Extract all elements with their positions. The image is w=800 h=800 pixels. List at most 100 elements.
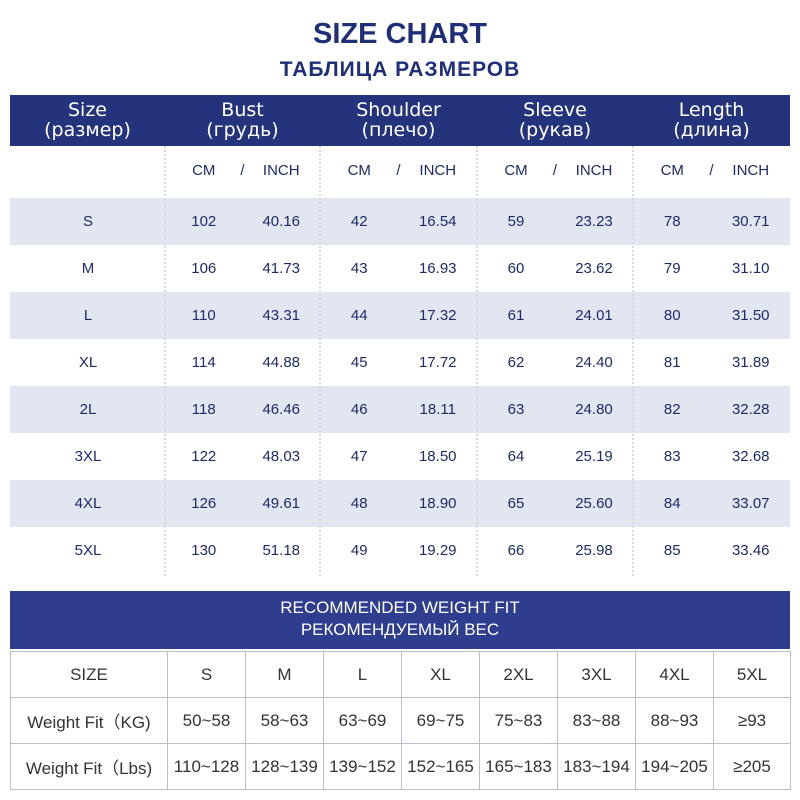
measurement: 122	[191, 448, 217, 465]
weight-cell: 110~128	[167, 743, 246, 790]
measurement: 48.03	[262, 448, 301, 465]
measurement: 33.46	[731, 542, 770, 559]
header-en: Size	[67, 99, 107, 121]
weight-header: RECOMMENDED WEIGHT FIT РЕКОМЕНДУЕМЫЙ ВЕС	[10, 591, 790, 649]
column-header: Length (длина)	[633, 100, 790, 140]
measurement: 48	[350, 495, 368, 512]
unit-label: INCH	[419, 162, 457, 179]
unit-label: INCH	[262, 162, 300, 179]
measurement: 47	[350, 448, 368, 465]
weight-cell: 3XL	[557, 651, 636, 698]
measurement: 32.28	[731, 401, 770, 418]
measurement: 84	[663, 495, 681, 512]
header-band	[10, 95, 790, 146]
weight-subtitle: РЕКОМЕНДУЕМЫЙ ВЕС	[300, 620, 500, 639]
subtitle: ТАБЛИЦА РАЗМЕРОВ	[279, 58, 521, 81]
unit-label: /	[240, 162, 245, 179]
measurement: 24.01	[575, 307, 613, 324]
weight-row-label: Weight Fit（KG)	[10, 697, 168, 744]
title: SIZE CHART	[313, 18, 487, 50]
header-ru: (размер)	[44, 119, 131, 141]
column-header: Shoulder (плечо)	[320, 100, 477, 140]
header-en: Bust	[221, 99, 264, 121]
measurement: 118	[191, 401, 216, 418]
unit-label: /	[552, 162, 558, 179]
measurement: 18.90	[418, 495, 457, 512]
measurement: 42	[350, 213, 368, 230]
column-separator	[476, 146, 478, 576]
weight-cell: S	[167, 651, 246, 698]
weight-cell: 5XL	[713, 651, 791, 698]
size-label: M	[81, 260, 95, 277]
unit-label: /	[709, 162, 714, 179]
unit-label: /	[396, 162, 401, 179]
column-separator	[164, 146, 166, 576]
measurement: 31.89	[731, 354, 770, 371]
measurement: 40.16	[262, 213, 301, 230]
measurement: 16.54	[418, 213, 457, 230]
unit-label: INCH	[575, 162, 613, 179]
measurement: 17.72	[418, 354, 457, 371]
column-header: Bust (грудь)	[165, 100, 320, 140]
column-separator	[632, 146, 634, 576]
weight-cell: ≥205	[713, 743, 791, 790]
header-ru: (грудь)	[206, 119, 279, 141]
measurement: 51.18	[262, 542, 301, 559]
measurement: 41.73	[262, 260, 301, 277]
weight-cell: 63~69	[323, 697, 402, 744]
column-header: Sleeve (рукав)	[477, 100, 633, 140]
measurement: 65	[507, 495, 525, 512]
header-ru: (длина)	[673, 119, 750, 141]
measurement: 24.80	[575, 401, 613, 418]
measurement: 78	[663, 213, 681, 230]
measurement: 44.88	[262, 354, 301, 371]
measurement: 110	[191, 307, 216, 324]
unit-label: CM	[504, 162, 528, 179]
measurement: 46	[350, 401, 368, 418]
measurement: 66	[507, 542, 525, 559]
measurement: 114	[191, 354, 216, 371]
weight-title: RECOMMENDED WEIGHT FIT	[280, 598, 520, 617]
weight-cell: 88~93	[635, 697, 714, 744]
row-background	[10, 198, 790, 245]
measurement: 45	[350, 354, 368, 371]
measurement: 18.50	[418, 448, 457, 465]
measurement: 43.31	[262, 307, 301, 324]
header-ru: (плечо)	[361, 119, 436, 141]
unit-label: CM	[347, 162, 371, 179]
weight-cell: 165~183	[479, 743, 558, 790]
weight-cell: 69~75	[401, 697, 480, 744]
measurement: 18.11	[419, 401, 456, 418]
weight-cell: 152~165	[401, 743, 480, 790]
measurement: 44	[350, 307, 368, 324]
row-background	[10, 292, 790, 339]
size-label: 5XL	[74, 542, 102, 559]
size-label: 3XL	[74, 448, 102, 465]
measurement: 31.50	[731, 307, 770, 324]
column-separator	[319, 146, 321, 576]
unit-label: CM	[192, 162, 216, 179]
measurement: 79	[663, 260, 681, 277]
measurement: 25.98	[575, 542, 613, 559]
measurement: 43	[350, 260, 368, 277]
measurement: 82	[663, 401, 681, 418]
measurement: 17.32	[418, 307, 457, 324]
column-header: Size (размер)	[10, 100, 165, 140]
measurement: 126	[191, 495, 217, 512]
measurement: 30.71	[731, 213, 770, 230]
weight-cell: 128~139	[245, 743, 324, 790]
header-en: Shoulder	[356, 99, 441, 121]
measurement: 80	[663, 307, 681, 324]
weight-row-label: SIZE	[10, 651, 168, 698]
header-ru: (рукав)	[518, 119, 592, 141]
weight-cell: 139~152	[323, 743, 402, 790]
size-label: 2L	[79, 401, 97, 418]
weight-cell: 50~58	[167, 697, 246, 744]
weight-cell: 194~205	[635, 743, 714, 790]
weight-cell: 4XL	[635, 651, 714, 698]
measurement: 61	[507, 307, 525, 324]
weight-cell: 183~194	[557, 743, 636, 790]
size-label: XL	[78, 354, 98, 371]
weight-cell: L	[323, 651, 402, 698]
